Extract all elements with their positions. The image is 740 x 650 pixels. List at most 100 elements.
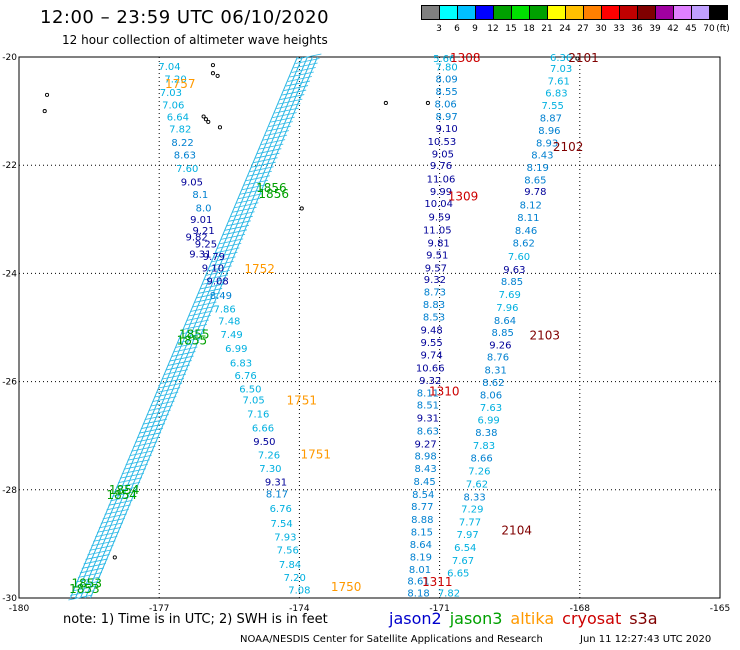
swath-edge-line bbox=[89, 56, 318, 599]
time-label: 2103 bbox=[529, 329, 560, 343]
wave-height-value: 9.10 bbox=[202, 263, 224, 274]
wave-height-value: 9.32 bbox=[424, 275, 446, 286]
swath-hatch bbox=[81, 563, 106, 569]
swath-hatch bbox=[211, 256, 236, 263]
swath-hatch bbox=[220, 233, 246, 240]
wave-height-value: 7.60 bbox=[508, 252, 530, 263]
x-tick-label: -177 bbox=[149, 604, 169, 614]
wave-height-value: 7.62 bbox=[466, 479, 488, 490]
swath-hatch bbox=[217, 242, 242, 249]
swath-hatch bbox=[230, 211, 255, 218]
swath-hatch bbox=[251, 161, 276, 168]
legend-entry-jason2: jason2 bbox=[389, 609, 442, 628]
x-tick-label: -180 bbox=[9, 604, 30, 614]
swath-hatch bbox=[77, 572, 103, 578]
color-scale-tick: 15 bbox=[505, 24, 517, 34]
wave-height-value: 6.65 bbox=[447, 569, 469, 580]
swath-hatch bbox=[121, 468, 146, 475]
swath-hatch bbox=[274, 107, 299, 114]
wave-height-value: 10.04 bbox=[424, 199, 453, 210]
wave-height-value: 8.11 bbox=[417, 388, 439, 399]
swath-hatch bbox=[144, 414, 169, 421]
time-label: 1309 bbox=[448, 190, 479, 204]
color-scale-tick: 27 bbox=[577, 24, 589, 34]
wave-height-value: 9.31 bbox=[417, 413, 439, 424]
swath-hatch bbox=[165, 364, 190, 371]
wave-height-value: 9.05 bbox=[432, 149, 454, 160]
wave-height-value: 8.61 bbox=[407, 577, 429, 588]
map-frame bbox=[18, 56, 721, 599]
wave-height-value: 8.53 bbox=[423, 313, 445, 324]
swath-hatch bbox=[198, 288, 223, 294]
wave-height-value: 8.51 bbox=[417, 400, 439, 411]
wave-height-value: 8.85 bbox=[501, 277, 523, 288]
wave-height-value: 6.64 bbox=[167, 113, 189, 124]
swath-hatch bbox=[207, 265, 232, 272]
y-tick-label: -26 bbox=[2, 378, 17, 388]
time-label: 1751 bbox=[300, 448, 331, 462]
swath-hatch bbox=[272, 112, 297, 118]
swath-hatch bbox=[74, 581, 99, 587]
wave-height-value: 7.86 bbox=[213, 305, 235, 316]
legend-entry-jason3: jason3 bbox=[449, 609, 503, 628]
swath-hatch bbox=[127, 454, 152, 461]
wave-height-value: 8.87 bbox=[540, 114, 562, 125]
swath-hatch bbox=[255, 152, 280, 159]
swath-hatch bbox=[262, 134, 288, 141]
swath-hatch bbox=[95, 531, 120, 538]
swath-hatch bbox=[293, 62, 318, 69]
wave-height-value: 9.78 bbox=[524, 187, 546, 198]
time-label: 1757 bbox=[165, 77, 196, 91]
wave-height-value: 8.55 bbox=[435, 87, 457, 98]
wave-height-value: 8.73 bbox=[424, 287, 446, 298]
wave-height-value: 8.22 bbox=[171, 138, 193, 149]
swath-hatch bbox=[161, 373, 186, 380]
island-outline bbox=[210, 71, 215, 76]
footer-timestamp: Jun 11 12:27:43 UTC 2020 bbox=[580, 634, 712, 645]
swath-hatch bbox=[117, 477, 143, 484]
wave-height-value: 8.85 bbox=[492, 328, 514, 339]
color-scale-tick: 21 bbox=[541, 24, 553, 34]
swath-hatch bbox=[190, 306, 215, 312]
time-label: 1855 bbox=[177, 333, 208, 347]
swath-hatch bbox=[131, 445, 156, 452]
color-scale-tick: 6 bbox=[454, 24, 460, 34]
swath-hatch bbox=[133, 441, 158, 448]
swath-hatch bbox=[112, 490, 137, 497]
wave-height-value: 8.46 bbox=[515, 226, 537, 237]
swath-hatch bbox=[194, 297, 219, 303]
swath-hatch bbox=[104, 508, 129, 515]
wave-height-value: 8.31 bbox=[485, 366, 507, 377]
color-scale-tick: 9 bbox=[472, 24, 478, 34]
wave-height-value: 9.57 bbox=[425, 263, 447, 274]
wave-height-value: 9.32 bbox=[419, 376, 441, 387]
swath-hatch bbox=[253, 157, 278, 164]
wave-height-value: 8.0 bbox=[196, 203, 212, 214]
time-label: 1854 bbox=[109, 483, 140, 497]
time-label: 1752 bbox=[244, 262, 275, 276]
wave-height-value: 7.26 bbox=[258, 451, 280, 462]
y-tick-label: -24 bbox=[2, 269, 17, 279]
color-scale-tick: 36 bbox=[631, 24, 643, 34]
swath-hatch bbox=[276, 103, 301, 109]
swath-hatch bbox=[234, 202, 259, 209]
time-label: 2102 bbox=[553, 140, 584, 154]
wave-height-value: 8.1 bbox=[192, 190, 208, 201]
swath-hatch bbox=[270, 116, 295, 123]
swath-hatch bbox=[226, 220, 251, 227]
swath-hatch bbox=[289, 71, 314, 78]
wave-height-value: 8.38 bbox=[475, 428, 497, 439]
wave-height-value: 9.59 bbox=[428, 213, 450, 224]
wave-height-value: 7.06 bbox=[162, 101, 184, 112]
wave-height-value: 7.49 bbox=[221, 330, 243, 341]
wave-height-value: 8.62 bbox=[482, 378, 504, 389]
swath-hatch bbox=[213, 251, 238, 258]
island-outline bbox=[210, 63, 215, 68]
swath-hatch bbox=[285, 80, 311, 87]
y-tick-label: -20 bbox=[2, 53, 17, 63]
wave-height-value: 8.11 bbox=[517, 213, 539, 224]
time-label: 1308 bbox=[450, 51, 481, 65]
swath-hatch bbox=[266, 125, 291, 132]
swath-hatch bbox=[137, 432, 162, 439]
swath-hatch bbox=[268, 121, 293, 128]
